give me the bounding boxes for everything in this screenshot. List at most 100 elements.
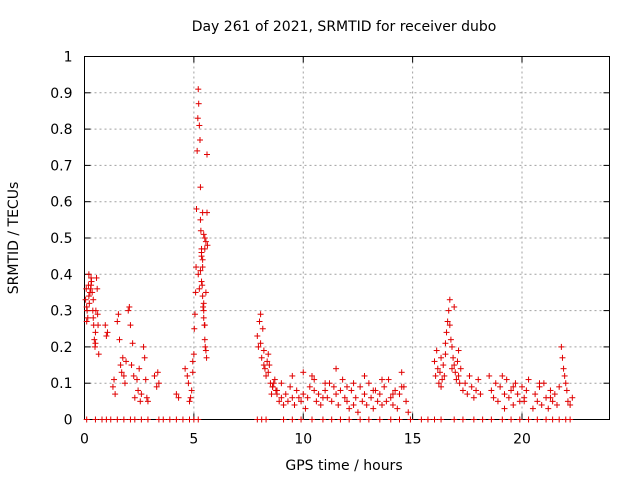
data-point bbox=[564, 398, 571, 405]
data-point bbox=[486, 372, 493, 379]
data-point bbox=[138, 391, 145, 398]
data-point bbox=[311, 387, 318, 394]
data-point bbox=[549, 416, 556, 423]
data-point bbox=[473, 387, 480, 394]
data-point bbox=[92, 340, 99, 347]
data-point bbox=[443, 329, 450, 336]
data-point bbox=[538, 401, 545, 408]
data-point bbox=[383, 398, 390, 405]
data-point bbox=[187, 394, 194, 401]
y-tick-label: 1 bbox=[64, 50, 73, 66]
data-point bbox=[451, 416, 458, 423]
data-point bbox=[424, 416, 431, 423]
data-point bbox=[348, 387, 355, 394]
data-point bbox=[441, 372, 448, 379]
data-point bbox=[434, 365, 441, 372]
data-point bbox=[280, 416, 287, 423]
data-point bbox=[88, 274, 95, 281]
data-point bbox=[295, 394, 302, 401]
data-point bbox=[278, 394, 285, 401]
data-point bbox=[142, 376, 149, 383]
data-point bbox=[265, 369, 272, 376]
data-point bbox=[490, 394, 497, 401]
data-point bbox=[567, 416, 574, 423]
data-point bbox=[525, 416, 532, 423]
data-point bbox=[554, 401, 560, 408]
data-point bbox=[488, 416, 495, 423]
data-point bbox=[339, 376, 346, 383]
data-point bbox=[193, 264, 200, 271]
data-point bbox=[492, 380, 499, 387]
data-point bbox=[477, 391, 484, 398]
data-point bbox=[202, 238, 209, 245]
data-point bbox=[514, 391, 521, 398]
data-point bbox=[337, 416, 344, 423]
data-point bbox=[257, 340, 264, 347]
data-point bbox=[191, 311, 198, 318]
data-point bbox=[387, 394, 394, 401]
y-tick-label: 0.1 bbox=[50, 376, 72, 392]
data-point bbox=[510, 383, 517, 390]
data-point bbox=[376, 391, 383, 398]
data-point bbox=[289, 394, 296, 401]
data-point bbox=[154, 369, 161, 376]
data-point bbox=[551, 391, 558, 398]
data-point bbox=[266, 362, 273, 369]
data-point bbox=[135, 387, 142, 394]
data-point bbox=[398, 369, 405, 376]
data-point bbox=[335, 401, 342, 408]
data-point bbox=[455, 347, 462, 354]
data-point bbox=[560, 365, 567, 372]
data-point bbox=[116, 336, 123, 343]
data-point bbox=[199, 256, 206, 263]
data-point bbox=[192, 289, 199, 296]
data-point bbox=[376, 416, 383, 423]
x-tick-label: 5 bbox=[189, 432, 198, 448]
data-point bbox=[92, 329, 99, 336]
data-point bbox=[123, 358, 130, 365]
data-point bbox=[196, 122, 203, 129]
data-point bbox=[438, 354, 445, 361]
data-point bbox=[85, 271, 92, 278]
data-point bbox=[547, 394, 554, 401]
data-point bbox=[190, 351, 197, 358]
data-point bbox=[569, 394, 576, 401]
data-point bbox=[387, 416, 394, 423]
data-point bbox=[82, 296, 89, 303]
data-point bbox=[115, 311, 122, 318]
data-point bbox=[563, 387, 570, 394]
data-point bbox=[529, 405, 536, 412]
data-point bbox=[396, 416, 403, 423]
data-point bbox=[94, 285, 101, 292]
data-point bbox=[203, 354, 210, 361]
x-tick-label: 10 bbox=[294, 432, 312, 448]
data-point bbox=[92, 416, 99, 423]
data-point bbox=[302, 405, 309, 412]
data-point bbox=[271, 376, 278, 383]
data-point bbox=[328, 416, 335, 423]
data-point bbox=[204, 151, 210, 158]
data-point bbox=[265, 351, 272, 358]
data-point bbox=[337, 387, 344, 394]
data-point bbox=[255, 343, 262, 350]
data-point bbox=[264, 358, 271, 365]
data-point bbox=[118, 369, 125, 376]
data-point bbox=[379, 401, 385, 408]
data-point bbox=[317, 401, 324, 408]
data-point bbox=[131, 394, 138, 401]
data-point bbox=[499, 372, 506, 379]
data-point bbox=[138, 416, 145, 423]
data-point bbox=[199, 293, 206, 300]
data-point bbox=[200, 307, 207, 314]
data-point bbox=[289, 416, 296, 423]
data-point bbox=[114, 416, 121, 423]
data-point bbox=[173, 391, 180, 398]
data-point bbox=[184, 372, 191, 379]
data-point bbox=[322, 380, 329, 387]
data-point bbox=[186, 398, 193, 405]
data-point bbox=[201, 336, 208, 343]
data-point bbox=[330, 383, 337, 390]
x-tick-label: 20 bbox=[513, 432, 531, 448]
data-point bbox=[354, 409, 361, 416]
